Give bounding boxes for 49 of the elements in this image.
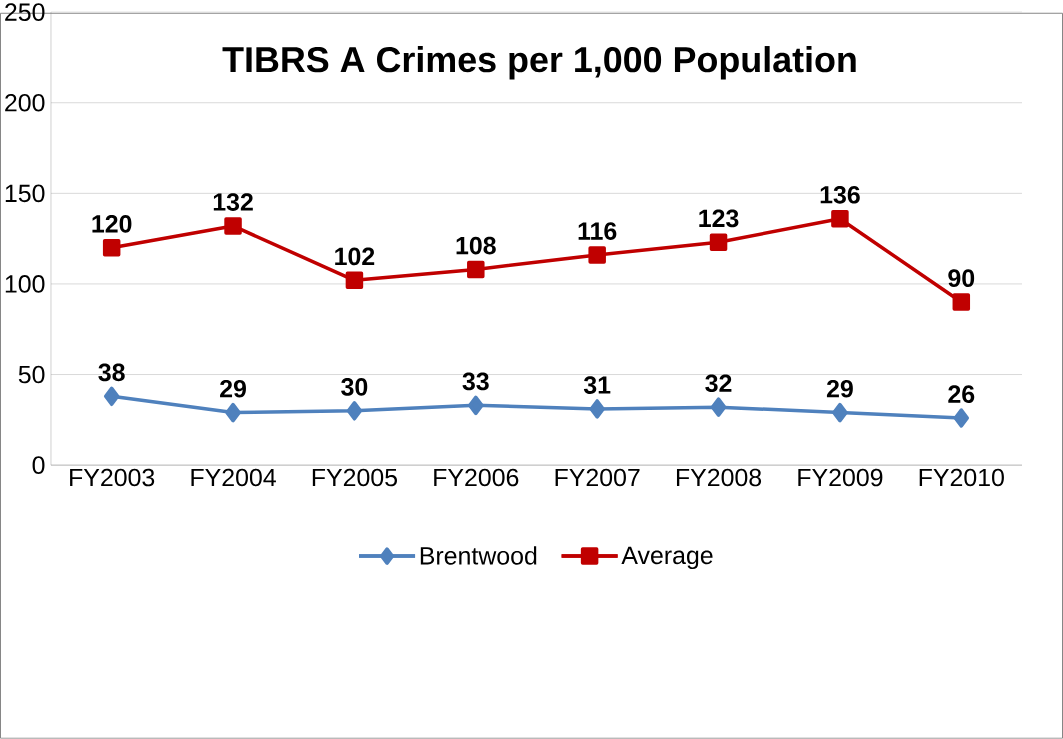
data-label: 116 bbox=[578, 222, 617, 240]
y-tick-label: 0 bbox=[32, 456, 45, 475]
data-label: 31 bbox=[583, 376, 611, 395]
data-label: 32 bbox=[705, 374, 732, 393]
point bbox=[589, 399, 605, 419]
data-label: 123 bbox=[699, 209, 739, 228]
data-label: 29 bbox=[826, 380, 853, 398]
point bbox=[103, 386, 120, 407]
point bbox=[225, 402, 241, 423]
x-tick-label: FY2004 bbox=[191, 468, 276, 487]
data-label: 26 bbox=[948, 385, 975, 404]
point bbox=[468, 395, 484, 416]
data-label: 102 bbox=[335, 247, 375, 266]
legend-label: Brentwood bbox=[420, 546, 537, 565]
x-tick-label: FY2009 bbox=[798, 468, 883, 487]
x-tick-label: FY2010 bbox=[919, 468, 1004, 487]
point bbox=[345, 271, 364, 290]
data-label: 38 bbox=[98, 363, 125, 382]
point bbox=[709, 233, 728, 252]
point bbox=[953, 408, 970, 428]
data-label: 30 bbox=[341, 378, 368, 396]
data-label: 33 bbox=[462, 372, 489, 391]
point bbox=[224, 217, 242, 235]
x-tick-label: FY2005 bbox=[312, 468, 397, 487]
point bbox=[710, 397, 727, 418]
point bbox=[831, 210, 849, 228]
y-tick-label: 150 bbox=[5, 184, 45, 203]
point bbox=[588, 246, 606, 264]
y-tick-label: 100 bbox=[5, 275, 45, 293]
data-label: 120 bbox=[92, 215, 132, 233]
point bbox=[832, 402, 848, 423]
data-label: 136 bbox=[820, 186, 860, 204]
point bbox=[952, 293, 971, 311]
point bbox=[467, 260, 485, 279]
y-tick-label: 250 bbox=[5, 3, 45, 22]
x-tick-label: FY2008 bbox=[676, 468, 762, 487]
point bbox=[102, 239, 121, 257]
data-label: 29 bbox=[220, 380, 246, 398]
data-label: 108 bbox=[456, 236, 496, 255]
data-label: 132 bbox=[213, 193, 253, 212]
y-tick-label: 50 bbox=[18, 365, 45, 384]
x-tick-label: FY2006 bbox=[434, 468, 519, 487]
point bbox=[346, 401, 363, 421]
data-label: 90 bbox=[948, 269, 975, 288]
y-tick-label: 200 bbox=[5, 94, 45, 112]
x-tick-label: FY2007 bbox=[555, 468, 640, 487]
text: TIBRS A Crimes per 1,000 Population bbox=[222, 46, 856, 80]
x-tick-label: FY2003 bbox=[70, 468, 155, 487]
legend-label: Average bbox=[621, 546, 713, 570]
